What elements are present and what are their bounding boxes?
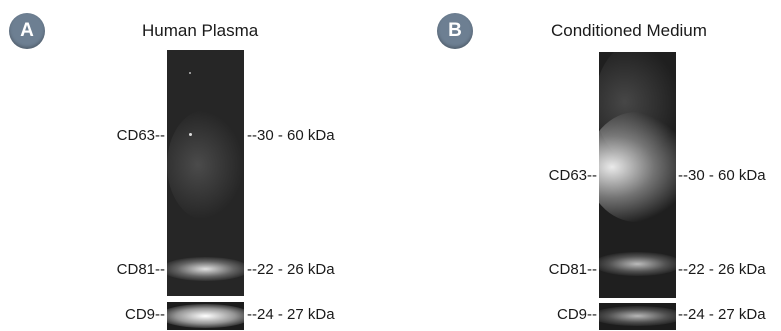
panel-b: B Conditioned Medium CD63-- --30 - 60 kD… xyxy=(390,0,781,331)
panel-a-cd9-band xyxy=(167,304,244,328)
panel-b-badge: B xyxy=(437,13,473,49)
panel-a-title: Human Plasma xyxy=(142,21,259,40)
panel-a-cd81-band xyxy=(167,257,244,281)
panel-b-title: Conditioned Medium xyxy=(551,21,707,40)
panel-a-cd63-label: CD63-- xyxy=(116,127,165,144)
panel-a-cd81-kda-label: --22 - 26 kDa xyxy=(247,261,335,278)
panel-a-dust-spot xyxy=(189,72,191,74)
panel-b-cd81-label: CD81-- xyxy=(548,261,597,278)
panel-b-cd9-band xyxy=(599,306,676,326)
panel-b-cd9-kda-label: --24 - 27 kDa xyxy=(678,306,766,323)
panel-a-cd9-kda-label: --24 - 27 kDa xyxy=(247,306,335,323)
panel-a-blot-lane xyxy=(167,50,244,296)
panel-b-cd63-smear xyxy=(599,112,676,222)
panel-a-badge: A xyxy=(9,13,45,49)
panel-b-cd9-strip xyxy=(599,303,676,330)
panel-a-cd63-kda-label: --30 - 60 kDa xyxy=(247,127,335,144)
panel-a-cd9-strip xyxy=(167,302,244,330)
panel-b-cd81-band xyxy=(599,252,676,276)
panel-b-cd9-label: CD9-- xyxy=(557,306,597,323)
panel-a-cd9-label: CD9-- xyxy=(125,306,165,323)
panel-b-cd63-label: CD63-- xyxy=(548,167,597,184)
panel-b-blot-lane xyxy=(599,52,676,298)
panel-a-dust-spot-2 xyxy=(189,133,192,136)
panel-b-cd63-kda-label: --30 - 60 kDa xyxy=(678,167,766,184)
panel-b-cd81-kda-label: --22 - 26 kDa xyxy=(678,261,766,278)
panel-a-cd81-label: CD81-- xyxy=(116,261,165,278)
panel-a-cd63-smear xyxy=(167,110,244,220)
panel-a: A Human Plasma CD63-- --30 - 60 kDa CD81… xyxy=(0,0,390,331)
